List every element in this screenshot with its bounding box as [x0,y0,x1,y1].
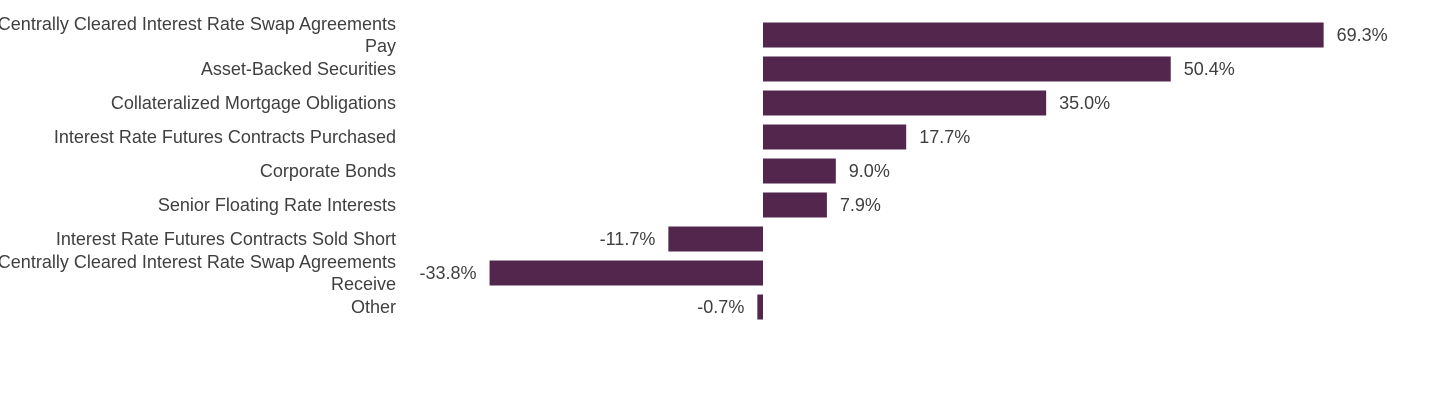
bar [763,124,907,150]
bar [763,90,1047,116]
value-label: 7.9% [840,195,881,215]
category-label: Senior Floating Rate Interests [158,195,396,215]
category-label-line: Asset-Backed Securities [201,59,396,79]
bar [763,22,1324,48]
value-label: 17.7% [919,127,970,147]
bar [763,158,836,184]
category-label-line: Collateralized Mortgage Obligations [111,93,396,113]
value-label: -33.8% [420,263,477,283]
bar [763,56,1171,82]
bar [668,226,763,252]
value-label: 50.4% [1184,59,1235,79]
category-label: Interest Rate Futures Contracts Sold Sho… [56,229,396,249]
category-label: Asset-Backed Securities [201,59,396,79]
category-label: Other [351,297,396,317]
category-label-line: Corporate Bonds [260,161,396,181]
category-label-line: Senior Floating Rate Interests [158,195,396,215]
category-label: Interest Rate Futures Contracts Purchase… [54,127,396,147]
category-label-line: Interest Rate Futures Contracts Purchase… [54,127,396,147]
value-label: 35.0% [1059,93,1110,113]
category-label: Collateralized Mortgage Obligations [111,93,396,113]
value-label: 9.0% [849,161,890,181]
category-label: Centrally Cleared Interest Rate Swap Agr… [0,14,396,56]
value-label: -0.7% [697,297,744,317]
category-label: Centrally Cleared Interest Rate Swap Agr… [0,252,396,294]
bar [763,192,827,218]
value-label: -11.7% [600,229,656,249]
bar [757,294,763,320]
category-label-line: Receive [331,274,396,294]
category-label-line: Centrally Cleared Interest Rate Swap Agr… [0,14,396,34]
category-label-line: Other [351,297,396,317]
category-label-line: Interest Rate Futures Contracts Sold Sho… [56,229,396,249]
value-label: 69.3% [1337,25,1388,45]
category-label: Corporate Bonds [260,161,396,181]
category-label-line: Centrally Cleared Interest Rate Swap Agr… [0,252,396,272]
bar [489,260,763,286]
category-label-line: Pay [365,36,396,56]
